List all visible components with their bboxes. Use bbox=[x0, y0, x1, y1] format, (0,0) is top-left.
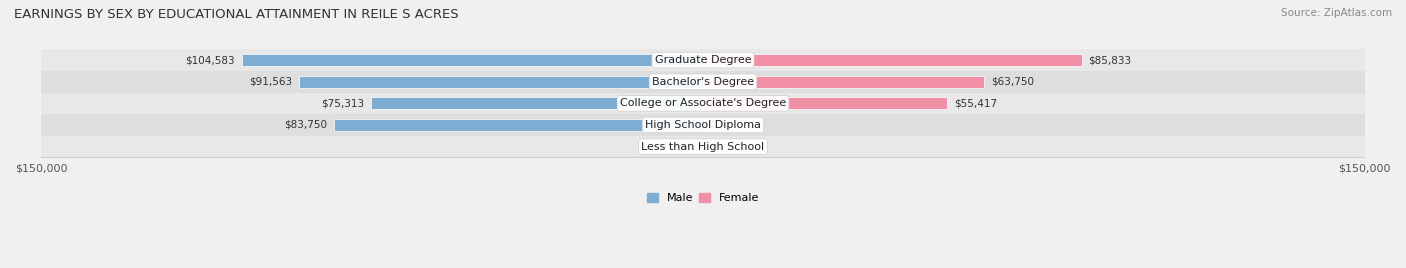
Bar bbox=[371, 97, 703, 109]
Text: Graduate Degree: Graduate Degree bbox=[655, 55, 751, 65]
Text: $0: $0 bbox=[710, 120, 723, 130]
Text: $63,750: $63,750 bbox=[991, 77, 1033, 87]
Bar bbox=[41, 92, 1365, 114]
Text: $0: $0 bbox=[710, 142, 723, 151]
Text: College or Associate's Degree: College or Associate's Degree bbox=[620, 98, 786, 108]
Bar bbox=[41, 71, 1365, 92]
Legend: Male, Female: Male, Female bbox=[643, 189, 763, 208]
Text: $91,563: $91,563 bbox=[249, 77, 292, 87]
Bar bbox=[703, 76, 984, 88]
Bar bbox=[242, 54, 703, 66]
Bar bbox=[703, 54, 1081, 66]
Bar bbox=[41, 136, 1365, 157]
Bar bbox=[41, 114, 1365, 136]
Text: High School Diploma: High School Diploma bbox=[645, 120, 761, 130]
Text: $75,313: $75,313 bbox=[321, 98, 364, 108]
Text: Less than High School: Less than High School bbox=[641, 142, 765, 151]
Bar bbox=[703, 97, 948, 109]
Text: $104,583: $104,583 bbox=[186, 55, 235, 65]
Text: $0: $0 bbox=[683, 142, 696, 151]
Text: $83,750: $83,750 bbox=[284, 120, 328, 130]
Bar bbox=[299, 76, 703, 88]
Text: $85,833: $85,833 bbox=[1088, 55, 1132, 65]
Text: Source: ZipAtlas.com: Source: ZipAtlas.com bbox=[1281, 8, 1392, 18]
Bar bbox=[333, 119, 703, 131]
Text: $55,417: $55,417 bbox=[955, 98, 997, 108]
Text: Bachelor's Degree: Bachelor's Degree bbox=[652, 77, 754, 87]
Bar bbox=[41, 49, 1365, 71]
Text: EARNINGS BY SEX BY EDUCATIONAL ATTAINMENT IN REILE S ACRES: EARNINGS BY SEX BY EDUCATIONAL ATTAINMEN… bbox=[14, 8, 458, 21]
